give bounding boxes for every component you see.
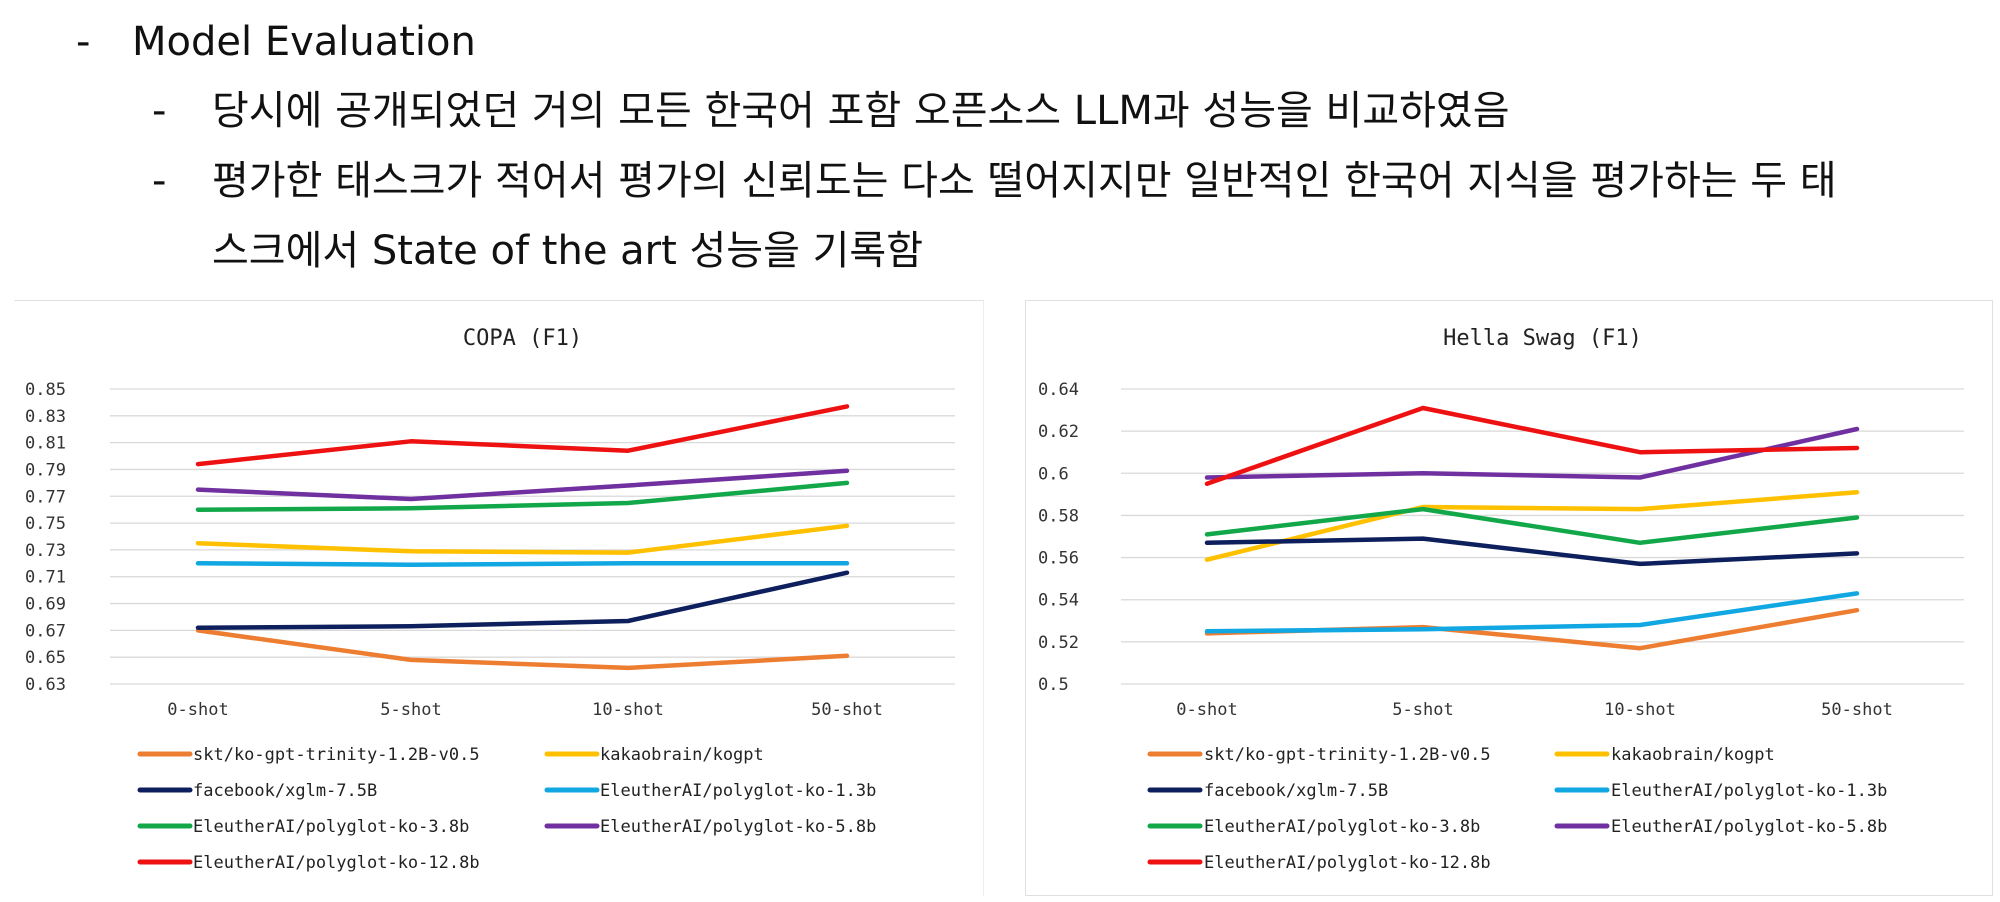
y-tick-label: 0.77: [25, 487, 66, 507]
sub-bullet-dash: -: [152, 158, 167, 204]
legend-label: facebook/xglm-7.5B: [193, 781, 377, 801]
series-line: [195, 523, 850, 555]
chart-title: Hella Swag (F1): [1443, 326, 1642, 351]
x-tick-label: 10-shot: [1604, 700, 1676, 720]
y-tick-label: 0.75: [25, 514, 66, 534]
hellaswag-chart-panel: Hella Swag (F1) 0.64 0.62 0.6 0.58 0.56 0.54 0.…: [1025, 300, 1993, 896]
series-line: [195, 561, 850, 567]
y-tick-label: 0.65: [25, 648, 66, 668]
y-tick-label: 0.58: [1038, 506, 1079, 526]
y-tick-label: 0.79: [25, 460, 66, 480]
series-line: [195, 570, 850, 630]
legend-label: facebook/xglm-7.5B: [1204, 781, 1388, 801]
legend-label: kakaobrain/kogpt: [600, 745, 764, 765]
legend-label: skt/ko-gpt-trinity-1.2B-v0.5: [193, 745, 480, 765]
series-line: [1204, 506, 1860, 546]
y-tick-label: 0.85: [25, 380, 66, 400]
y-tick-label: 0.62: [1038, 422, 1079, 442]
hellaswag-line-chart: Hella Swag (F1) 0.64 0.62 0.6 0.58 0.56 0.54 0.…: [1038, 326, 1964, 873]
series-line: [195, 468, 850, 502]
slide-heading: Model Evaluation: [132, 19, 476, 65]
legend-label: EleutherAI/polyglot-ko-3.8b: [1204, 817, 1480, 837]
y-tick-label: 0.69: [25, 595, 66, 615]
y-tick-label: 0.67: [25, 621, 66, 641]
series-line: [1204, 426, 1860, 480]
series-line: [195, 480, 850, 512]
y-tick-label: 0.5: [1038, 675, 1069, 695]
x-tick-label: 5-shot: [1392, 700, 1453, 720]
x-tick-label: 0-shot: [1176, 700, 1237, 720]
legend-label: EleutherAI/polyglot-ko-12.8b: [193, 853, 480, 873]
y-tick-label: 0.73: [25, 541, 66, 561]
legend-label: EleutherAI/polyglot-ko-5.8b: [600, 817, 876, 837]
y-tick-label: 0.64: [1038, 380, 1079, 400]
legend-label: EleutherAI/polyglot-ko-12.8b: [1204, 853, 1491, 873]
copa-chart-panel: COPA (F1) 0.85 0.83 0.81 0.79 0.77 0.75 0.73 0.7…: [14, 300, 984, 896]
legend-label: EleutherAI/polyglot-ko-5.8b: [1611, 817, 1887, 837]
y-tick-label: 0.54: [1038, 591, 1079, 611]
copa-line-chart: COPA (F1) 0.85 0.83 0.81 0.79 0.77 0.75 0.73 0.7…: [25, 326, 955, 873]
y-tick-label: 0.52: [1038, 633, 1079, 653]
y-tick-label: 0.83: [25, 407, 66, 427]
y-tick-label: 0.56: [1038, 549, 1079, 569]
legend-label: skt/ko-gpt-trinity-1.2B-v0.5: [1204, 745, 1491, 765]
sub-bullet-text-continued: 스크에서 State of the art 성능을 기록함: [212, 228, 924, 274]
legend-label: EleutherAI/polyglot-ko-3.8b: [193, 817, 469, 837]
x-tick-label: 50-shot: [811, 700, 883, 720]
x-tick-label: 5-shot: [380, 700, 441, 720]
series-line: [1204, 405, 1860, 487]
chart-title: COPA (F1): [463, 326, 582, 351]
heading-bullet-dash: -: [76, 19, 91, 65]
sub-bullet-text: 당시에 공개되었던 거의 모든 한국어 포함 오픈소스 LLM과 성능을 비교하…: [212, 88, 1510, 134]
y-tick-label: 0.71: [25, 568, 66, 588]
x-tick-label: 10-shot: [592, 700, 664, 720]
x-tick-label: 50-shot: [1821, 700, 1893, 720]
y-tick-label: 0.63: [25, 675, 66, 695]
series-line: [1204, 591, 1860, 634]
legend-label: kakaobrain/kogpt: [1611, 745, 1775, 765]
series-line: [1204, 536, 1860, 567]
series-line: [195, 404, 850, 467]
y-tick-label: 0.81: [25, 434, 66, 454]
x-tick-label: 0-shot: [167, 700, 228, 720]
sub-bullet-dash: -: [152, 88, 167, 134]
legend-label: EleutherAI/polyglot-ko-1.3b: [600, 781, 876, 801]
series-line: [195, 628, 850, 671]
legend-label: EleutherAI/polyglot-ko-1.3b: [1611, 781, 1887, 801]
series-line: [1204, 490, 1860, 562]
y-tick-label: 0.6: [1038, 464, 1069, 484]
sub-bullet-text: 평가한 태스크가 적어서 평가의 신뢰도는 다소 떨어지지만 일반적인 한국어 …: [212, 158, 1837, 204]
